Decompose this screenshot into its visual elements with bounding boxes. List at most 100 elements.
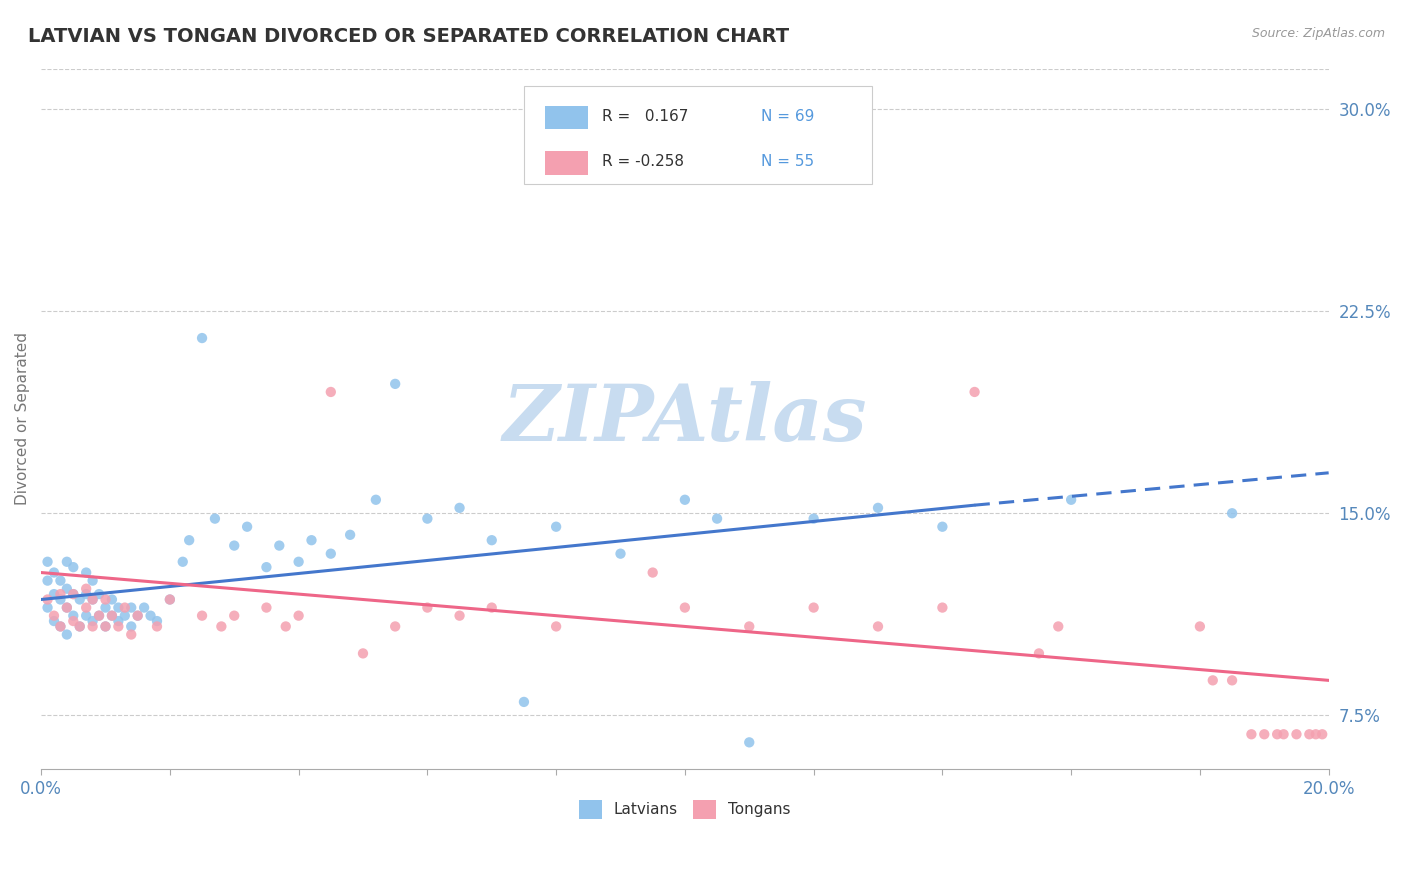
Point (609, 547, 631, 561)
Point (449, 500, 471, 515)
Point (931, 519, 953, 533)
Point (204, 511, 226, 525)
Point (706, 511, 728, 525)
Point (49, 574, 72, 588)
Point (1305, 727, 1327, 741)
Point (1272, 727, 1295, 741)
Text: N = 69: N = 69 (761, 109, 814, 124)
Point (449, 608, 471, 623)
Text: Source: ZipAtlas.com: Source: ZipAtlas.com (1251, 27, 1385, 40)
Point (75, 608, 97, 623)
Point (82, 592, 104, 607)
Point (1047, 619, 1070, 633)
Text: R =   0.167: R = 0.167 (603, 109, 689, 124)
Y-axis label: Divorced or Separated: Divorced or Separated (15, 333, 30, 506)
Point (120, 600, 142, 615)
Point (546, 619, 568, 633)
Point (101, 608, 124, 623)
Point (146, 614, 169, 628)
Point (738, 619, 761, 633)
Point (87, 587, 110, 601)
Point (37, 555, 59, 569)
Point (384, 376, 406, 391)
Point (352, 647, 374, 661)
Point (82, 592, 104, 607)
Point (224, 608, 246, 623)
Point (94, 619, 117, 633)
Point (1310, 727, 1333, 741)
Point (416, 511, 439, 525)
Point (254, 560, 277, 574)
Point (114, 600, 136, 615)
Point (301, 533, 323, 548)
FancyBboxPatch shape (524, 86, 872, 184)
Point (1240, 727, 1263, 741)
Point (1253, 727, 1275, 741)
Point (62, 560, 84, 574)
Point (159, 592, 181, 607)
Point (82, 619, 104, 633)
Point (224, 539, 246, 553)
Point (87, 608, 110, 623)
Point (69, 619, 91, 633)
Point (931, 600, 953, 615)
Point (62, 587, 84, 601)
Point (1028, 647, 1050, 661)
Point (56, 582, 79, 596)
Point (42, 608, 65, 623)
Point (803, 511, 825, 525)
Point (1060, 492, 1083, 507)
Point (94, 600, 117, 615)
Point (75, 582, 97, 596)
Point (384, 619, 406, 633)
Point (254, 600, 277, 615)
Point (82, 574, 104, 588)
Point (62, 587, 84, 601)
Point (803, 600, 825, 615)
Point (132, 600, 155, 615)
Point (1265, 727, 1288, 741)
Point (62, 614, 84, 628)
FancyBboxPatch shape (544, 152, 588, 175)
Point (319, 547, 342, 561)
Point (1220, 506, 1243, 520)
Point (274, 619, 297, 633)
Point (179, 533, 201, 548)
Point (56, 600, 79, 615)
Point (319, 384, 342, 399)
Point (1202, 673, 1225, 688)
Point (56, 627, 79, 641)
Point (56, 600, 79, 615)
Point (576, 151, 599, 165)
Point (82, 614, 104, 628)
Point (101, 608, 124, 623)
Point (546, 519, 568, 533)
Point (191, 331, 214, 345)
Point (49, 619, 72, 633)
Text: LATVIAN VS TONGAN DIVORCED OR SEPARATED CORRELATION CHART: LATVIAN VS TONGAN DIVORCED OR SEPARATED … (28, 27, 789, 45)
Point (94, 592, 117, 607)
Point (37, 592, 59, 607)
Point (75, 587, 97, 601)
Point (94, 619, 117, 633)
Point (738, 735, 761, 749)
Point (69, 619, 91, 633)
Point (49, 619, 72, 633)
Point (673, 600, 696, 615)
Point (87, 608, 110, 623)
Point (172, 555, 194, 569)
Point (339, 528, 361, 542)
Point (364, 492, 387, 507)
Point (42, 566, 65, 580)
Point (1188, 619, 1211, 633)
Point (641, 566, 664, 580)
Point (1285, 727, 1308, 741)
Point (37, 574, 59, 588)
Point (42, 614, 65, 628)
Point (49, 592, 72, 607)
Point (56, 555, 79, 569)
Point (287, 608, 309, 623)
Text: N = 55: N = 55 (761, 154, 814, 169)
Point (481, 600, 503, 615)
Point (481, 533, 503, 548)
